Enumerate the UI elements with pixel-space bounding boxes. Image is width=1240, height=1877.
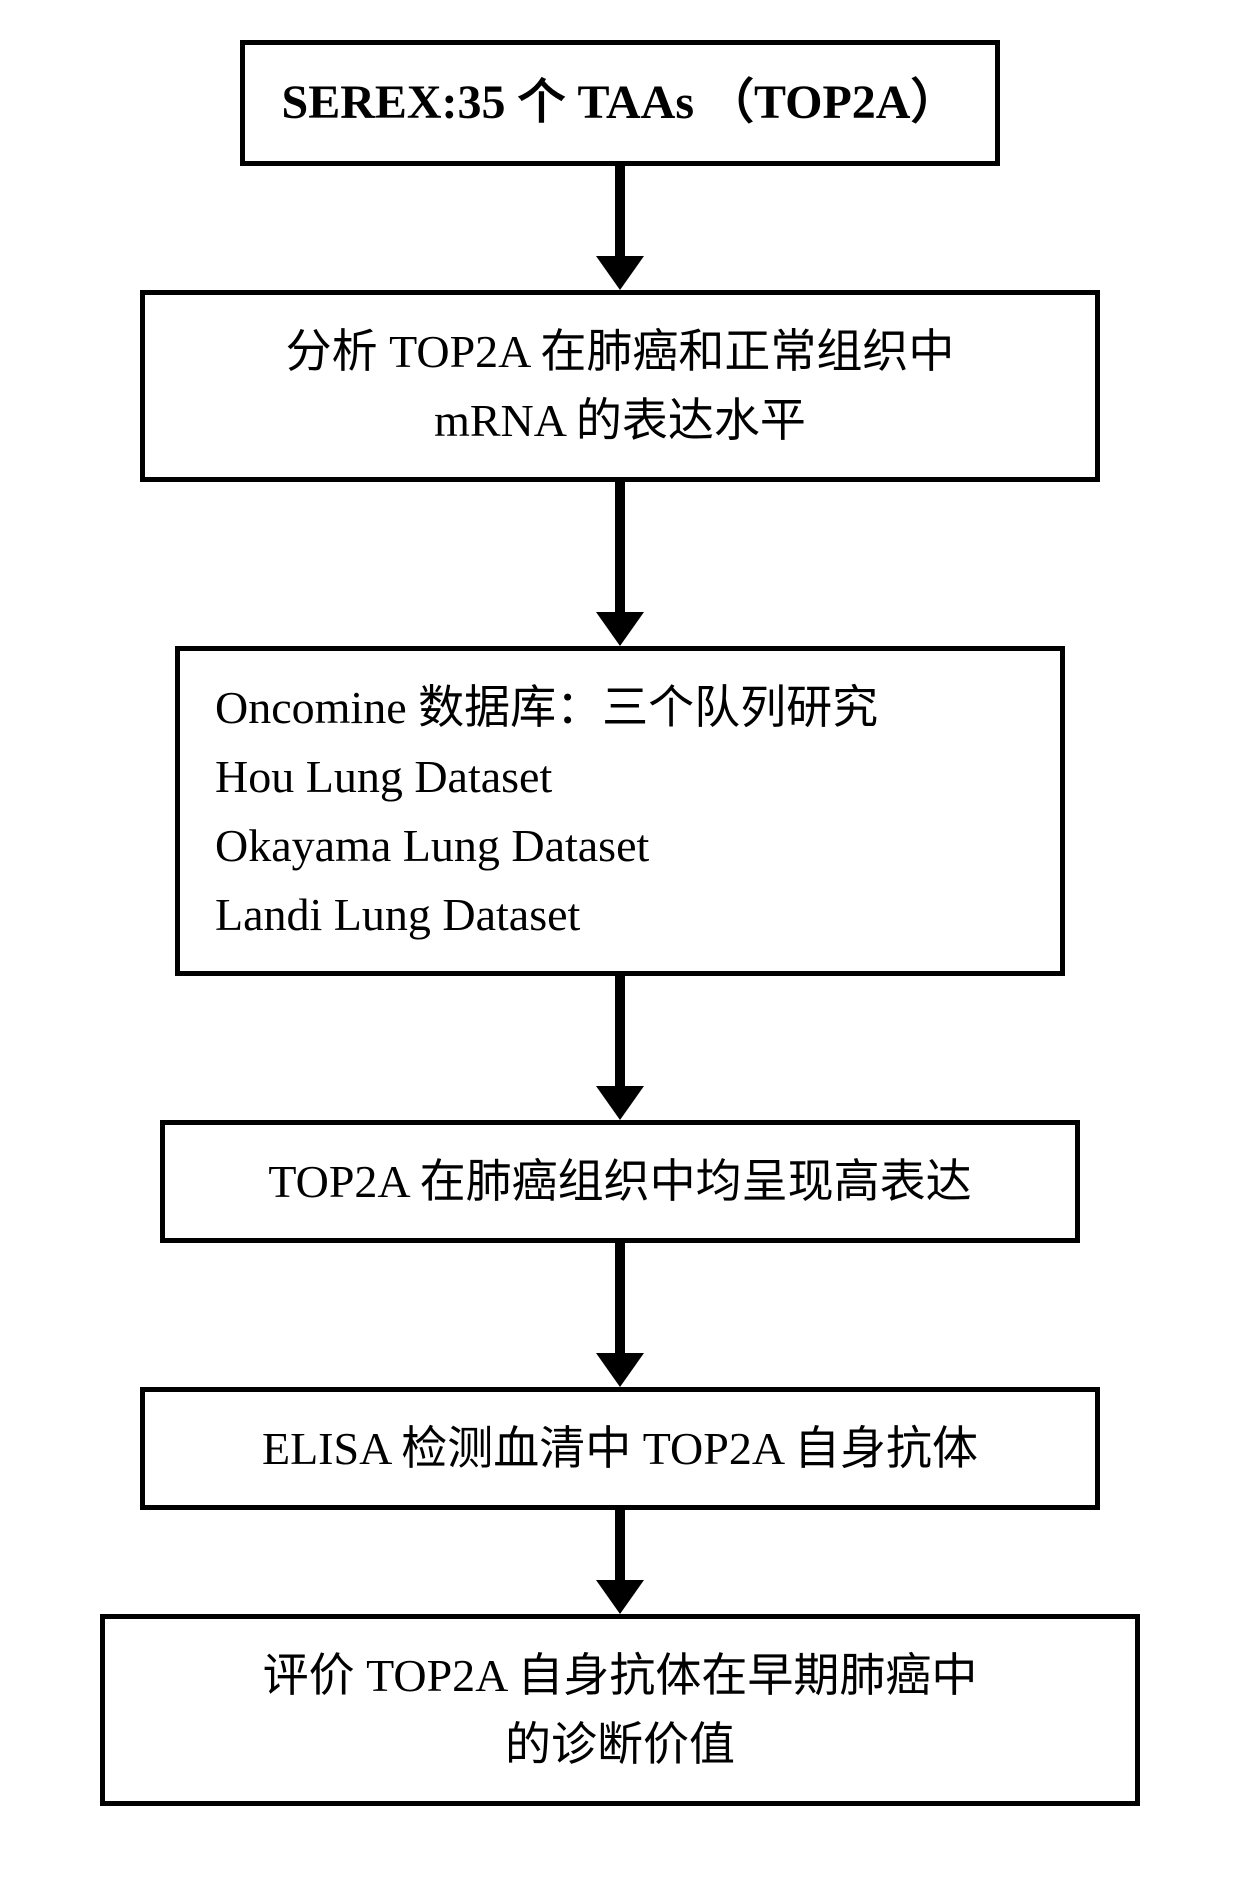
- flow-box-6-line-0: 评价 TOP2A 自身抗体在早期肺癌中: [140, 1641, 1100, 1710]
- flow-box-3: Oncomine 数据库：三个队列研究 Hou Lung Dataset Oka…: [175, 646, 1065, 976]
- flow-box-3-line-0: Oncomine 数据库：三个队列研究: [215, 673, 1025, 742]
- flow-box-6-line-1: 的诊断价值: [140, 1710, 1100, 1779]
- arrow-head-icon: [596, 1353, 644, 1387]
- flow-box-1: SEREX:35 个 TAAs （TOP2A）: [240, 40, 1000, 166]
- flow-box-3-line-2: Okayama Lung Dataset: [215, 811, 1025, 880]
- flow-box-5: ELISA 检测血清中 TOP2A 自身抗体: [140, 1387, 1100, 1510]
- arrow-head-icon: [596, 612, 644, 646]
- arrow-line-icon: [615, 1510, 625, 1580]
- arrow-line-icon: [615, 166, 625, 256]
- arrow-head-icon: [596, 1086, 644, 1120]
- arrow-head-icon: [596, 1580, 644, 1614]
- arrow-line-icon: [615, 482, 625, 612]
- flowchart-container: SEREX:35 个 TAAs （TOP2A） 分析 TOP2A 在肺癌和正常组…: [0, 40, 1240, 1806]
- flow-box-4: TOP2A 在肺癌组织中均呈现高表达: [160, 1120, 1080, 1243]
- flow-arrow-1: [596, 166, 644, 290]
- flow-box-5-line-0: ELISA 检测血清中 TOP2A 自身抗体: [180, 1414, 1060, 1483]
- flow-box-1-line-0: SEREX:35 个 TAAs （TOP2A）: [280, 67, 960, 139]
- arrow-line-icon: [615, 976, 625, 1086]
- flow-box-6: 评价 TOP2A 自身抗体在早期肺癌中 的诊断价值: [100, 1614, 1140, 1806]
- flow-arrow-4: [596, 1243, 644, 1387]
- flow-box-3-line-1: Hou Lung Dataset: [215, 742, 1025, 811]
- flow-box-4-line-0: TOP2A 在肺癌组织中均呈现高表达: [200, 1147, 1040, 1216]
- flow-box-3-line-3: Landi Lung Dataset: [215, 880, 1025, 949]
- flow-box-2-line-0: 分析 TOP2A 在肺癌和正常组织中: [180, 317, 1060, 386]
- flow-arrow-3: [596, 976, 644, 1120]
- flow-arrow-5: [596, 1510, 644, 1614]
- flow-box-2-line-1: mRNA 的表达水平: [180, 386, 1060, 455]
- flow-arrow-2: [596, 482, 644, 646]
- arrow-line-icon: [615, 1243, 625, 1353]
- flow-box-2: 分析 TOP2A 在肺癌和正常组织中 mRNA 的表达水平: [140, 290, 1100, 482]
- arrow-head-icon: [596, 256, 644, 290]
